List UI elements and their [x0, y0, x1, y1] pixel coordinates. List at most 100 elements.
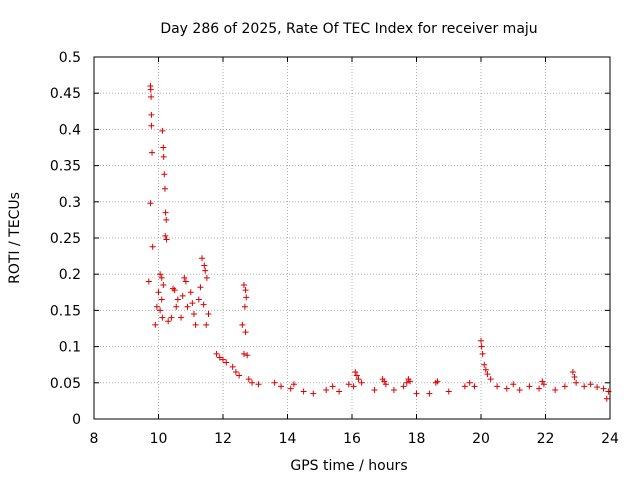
data-point: [195, 296, 202, 303]
data-point: [157, 307, 164, 314]
chart-title: Day 286 of 2025, Rate Of TEC Index for r…: [160, 21, 537, 37]
data-point: [148, 93, 155, 100]
data-point: [147, 200, 154, 207]
data-point: [255, 381, 262, 388]
data-point: [145, 278, 152, 285]
x-tick-label: 24: [601, 431, 619, 447]
y-tick-label: 0.05: [50, 376, 81, 392]
data-point: [213, 350, 220, 357]
data-point: [216, 354, 223, 361]
data-point: [371, 387, 378, 394]
y-tick-label: 0.1: [59, 340, 81, 356]
data-point: [201, 262, 208, 269]
data-point: [403, 379, 410, 386]
data-point: [197, 284, 204, 291]
data-point: [249, 379, 256, 386]
x-tick-label: 22: [537, 431, 555, 447]
y-tick-label: 0.3: [59, 195, 81, 211]
data-point: [149, 149, 156, 156]
data-point: [323, 387, 330, 394]
x-tick-label: 14: [279, 431, 297, 447]
data-point: [358, 379, 365, 386]
data-point: [479, 350, 486, 357]
data-point: [355, 376, 362, 383]
data-point: [184, 303, 191, 310]
data-point: [594, 384, 601, 391]
data-point: [160, 153, 167, 160]
data-point: [179, 292, 186, 299]
data-point: [160, 282, 167, 289]
data-point: [203, 274, 210, 281]
data-point: [161, 185, 168, 192]
data-point: [244, 352, 251, 359]
data-point: [165, 318, 172, 325]
data-point: [569, 368, 576, 375]
data-point: [181, 274, 188, 281]
data-point: [461, 383, 468, 390]
data-point: [407, 378, 414, 385]
data-point: [223, 359, 230, 366]
data-point: [329, 383, 336, 390]
data-point: [148, 111, 155, 118]
y-tick-label: 0.4: [59, 122, 81, 138]
data-point: [471, 383, 478, 390]
data-point: [345, 381, 352, 388]
data-point: [540, 381, 547, 388]
data-point: [242, 329, 249, 336]
data-point: [536, 385, 543, 392]
data-point: [174, 296, 181, 303]
y-tick-label: 0.5: [59, 50, 81, 66]
data-point: [241, 303, 248, 310]
data-point: [445, 388, 452, 395]
data-point: [278, 383, 285, 390]
y-tick-label: 0.25: [50, 231, 81, 247]
data-point: [300, 388, 307, 395]
data-point: [571, 374, 578, 381]
data-point: [182, 278, 189, 285]
data-point: [148, 122, 155, 129]
data-point: [205, 311, 212, 318]
data-point: [482, 366, 489, 373]
data-point: [171, 287, 178, 294]
data-point: [352, 368, 359, 375]
data-point: [240, 282, 247, 289]
data-point: [481, 361, 488, 368]
data-point: [478, 343, 485, 350]
x-tick-label: 20: [472, 431, 490, 447]
data-point: [336, 388, 343, 395]
data-point: [200, 301, 207, 308]
data-point: [203, 321, 210, 328]
data-point: [561, 383, 568, 390]
y-tick-label: 0: [72, 412, 81, 428]
y-axis-label: ROTI / TECUs: [7, 192, 23, 284]
grid-lines: [94, 57, 610, 419]
data-point: [400, 383, 407, 390]
data-point: [162, 209, 169, 216]
data-point: [503, 385, 510, 392]
data-point: [155, 289, 162, 296]
data-point: [487, 376, 494, 383]
data-point: [178, 314, 185, 321]
data-point: [350, 383, 357, 390]
x-tick-label: 8: [90, 431, 99, 447]
data-point: [159, 314, 166, 321]
data-point: [202, 267, 209, 274]
data-point: [426, 390, 433, 397]
x-tick-label: 16: [343, 431, 361, 447]
data-point: [159, 127, 166, 134]
data-point: [158, 274, 165, 281]
data-point: [187, 289, 194, 296]
data-point: [271, 379, 278, 386]
data-point: [173, 303, 180, 310]
data-point: [573, 379, 580, 386]
data-point: [466, 379, 473, 386]
data-point: [526, 383, 533, 390]
data-point: [510, 381, 517, 388]
data-point: [552, 387, 559, 394]
data-point: [236, 372, 243, 379]
data-point: [434, 378, 441, 385]
data-point: [152, 321, 159, 328]
data-point: [581, 383, 588, 390]
data-point: [353, 372, 360, 379]
